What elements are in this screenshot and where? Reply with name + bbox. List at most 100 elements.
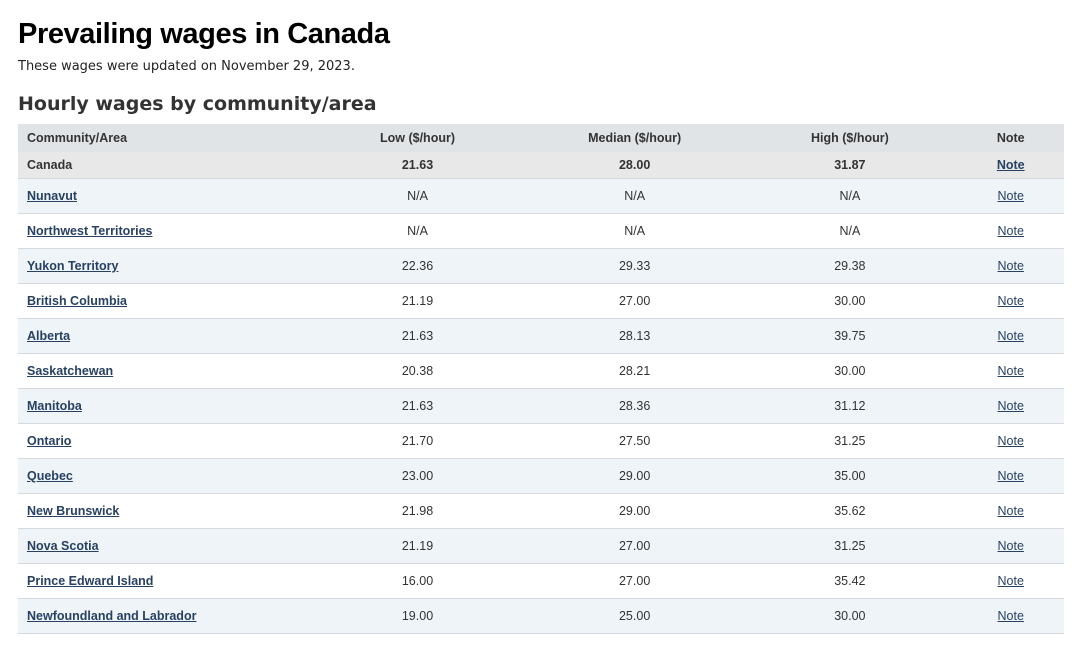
note-link[interactable]: Note bbox=[997, 224, 1024, 238]
header-median: Median ($/hour) bbox=[588, 131, 682, 145]
table-row: Yukon Territory 22.36 29.33 29.38 Note bbox=[18, 248, 1064, 284]
median-cell: N/A bbox=[527, 213, 743, 249]
low-cell: 21.19 bbox=[308, 283, 528, 319]
median-cell: 29.33 bbox=[527, 248, 743, 284]
low-cell: 23.00 bbox=[308, 458, 528, 494]
high-cell: 29.38 bbox=[742, 248, 958, 284]
note-cell: Note bbox=[957, 318, 1064, 354]
note-link[interactable]: Note bbox=[997, 504, 1024, 518]
table-row: Alberta 21.63 28.13 39.75 Note bbox=[18, 318, 1064, 354]
area-link[interactable]: Alberta bbox=[27, 329, 71, 343]
area-link[interactable]: Ontario bbox=[27, 434, 72, 448]
table-row: Northwest Territories N/A N/A N/A Note bbox=[18, 213, 1064, 249]
low-cell: 21.63 bbox=[308, 388, 528, 424]
area-link[interactable]: Yukon Territory bbox=[27, 259, 119, 273]
high-cell: 31.87 bbox=[742, 152, 958, 179]
table-row: Quebec 23.00 29.00 35.00 Note bbox=[18, 458, 1064, 494]
note-cell: Note bbox=[957, 528, 1064, 564]
high-cell: N/A bbox=[742, 178, 958, 214]
high-cell: 39.75 bbox=[742, 318, 958, 354]
note-cell: Note bbox=[957, 493, 1064, 529]
note-link[interactable]: Note bbox=[997, 189, 1024, 203]
note-link[interactable]: Note bbox=[997, 364, 1024, 378]
low-cell: N/A bbox=[308, 178, 528, 214]
note-link[interactable]: Note bbox=[997, 259, 1024, 273]
note-link[interactable]: Note bbox=[997, 294, 1024, 308]
high-cell: N/A bbox=[742, 213, 958, 249]
high-cell: 35.42 bbox=[742, 563, 958, 599]
wages-table: Community/Area Low ($/hour) Median ($/ho… bbox=[18, 124, 1064, 634]
median-cell: 27.00 bbox=[527, 283, 743, 319]
area-cell: Northwest Territories bbox=[18, 213, 308, 249]
area-link[interactable]: Prince Edward Island bbox=[27, 574, 154, 588]
updated-date-text: These wages were updated on November 29,… bbox=[18, 59, 355, 74]
note-link[interactable]: Note bbox=[997, 609, 1024, 623]
area-cell: New Brunswick bbox=[18, 493, 308, 529]
section-title: Hourly wages by community/area bbox=[18, 93, 377, 115]
note-link[interactable]: Note bbox=[997, 469, 1024, 483]
low-cell: 21.98 bbox=[308, 493, 528, 529]
area-link[interactable]: New Brunswick bbox=[27, 504, 120, 518]
table-row: British Columbia 21.19 27.00 30.00 Note bbox=[18, 283, 1064, 319]
note-link[interactable]: Note bbox=[997, 329, 1024, 343]
low-cell: 21.63 bbox=[308, 318, 528, 354]
low-cell: 16.00 bbox=[308, 563, 528, 599]
median-cell: 27.00 bbox=[527, 563, 743, 599]
median-cell: 29.00 bbox=[527, 458, 743, 494]
area-link[interactable]: Northwest Territories bbox=[27, 224, 153, 238]
low-cell: 21.70 bbox=[308, 423, 528, 459]
table-row: Newfoundland and Labrador 19.00 25.00 30… bbox=[18, 598, 1064, 634]
area-link[interactable]: Nova Scotia bbox=[27, 539, 99, 553]
area-link[interactable]: Newfoundland and Labrador bbox=[27, 609, 197, 623]
table-row: Saskatchewan 20.38 28.21 30.00 Note bbox=[18, 353, 1064, 389]
low-cell: 22.36 bbox=[308, 248, 528, 284]
table-header-row: Community/Area Low ($/hour) Median ($/ho… bbox=[18, 124, 1064, 152]
note-link[interactable]: Note bbox=[997, 574, 1024, 588]
area-cell: Yukon Territory bbox=[18, 248, 308, 284]
note-link[interactable]: Note bbox=[997, 539, 1024, 553]
note-cell: Note bbox=[957, 353, 1064, 389]
note-link[interactable]: Note bbox=[996, 158, 1025, 172]
area-cell: British Columbia bbox=[18, 283, 308, 319]
area-link[interactable]: British Columbia bbox=[27, 294, 128, 308]
area-link[interactable]: Quebec bbox=[27, 469, 73, 483]
note-cell: Note bbox=[957, 283, 1064, 319]
area-link[interactable]: Saskatchewan bbox=[27, 364, 114, 378]
median-cell: N/A bbox=[527, 178, 743, 214]
high-cell: 31.25 bbox=[742, 423, 958, 459]
area-link[interactable]: Nunavut bbox=[27, 189, 77, 203]
header-area: Community/Area bbox=[27, 131, 128, 145]
median-cell: 28.00 bbox=[527, 152, 743, 179]
high-cell: 30.00 bbox=[742, 353, 958, 389]
area-cell: Alberta bbox=[18, 318, 308, 354]
note-cell: Note bbox=[957, 178, 1064, 214]
page-title: Prevailing wages in Canada bbox=[18, 18, 390, 50]
area-cell: Saskatchewan bbox=[18, 353, 308, 389]
high-cell: 31.25 bbox=[742, 528, 958, 564]
median-cell: 27.50 bbox=[527, 423, 743, 459]
low-cell: N/A bbox=[308, 213, 528, 249]
area-cell: Ontario bbox=[18, 423, 308, 459]
table-row: Prince Edward Island 16.00 27.00 35.42 N… bbox=[18, 563, 1064, 599]
table-row: Ontario 21.70 27.50 31.25 Note bbox=[18, 423, 1064, 459]
area-cell: Newfoundland and Labrador bbox=[18, 598, 308, 634]
high-cell: 31.12 bbox=[742, 388, 958, 424]
note-cell: Note bbox=[957, 388, 1064, 424]
median-cell: 25.00 bbox=[527, 598, 743, 634]
note-link[interactable]: Note bbox=[997, 399, 1024, 413]
high-cell: 30.00 bbox=[742, 598, 958, 634]
note-cell: Note bbox=[957, 152, 1064, 179]
note-cell: Note bbox=[957, 563, 1064, 599]
table-row: New Brunswick 21.98 29.00 35.62 Note bbox=[18, 493, 1064, 529]
table-row: Nova Scotia 21.19 27.00 31.25 Note bbox=[18, 528, 1064, 564]
area-link[interactable]: Manitoba bbox=[27, 399, 82, 413]
header-low: Low ($/hour) bbox=[380, 131, 455, 145]
high-cell: 35.00 bbox=[742, 458, 958, 494]
header-note: Note bbox=[996, 131, 1025, 145]
note-cell: Note bbox=[957, 458, 1064, 494]
note-cell: Note bbox=[957, 598, 1064, 634]
note-cell: Note bbox=[957, 423, 1064, 459]
table-row: Nunavut N/A N/A N/A Note bbox=[18, 178, 1064, 214]
page: Prevailing wages in Canada These wages w… bbox=[18, 18, 1064, 634]
note-link[interactable]: Note bbox=[997, 434, 1024, 448]
